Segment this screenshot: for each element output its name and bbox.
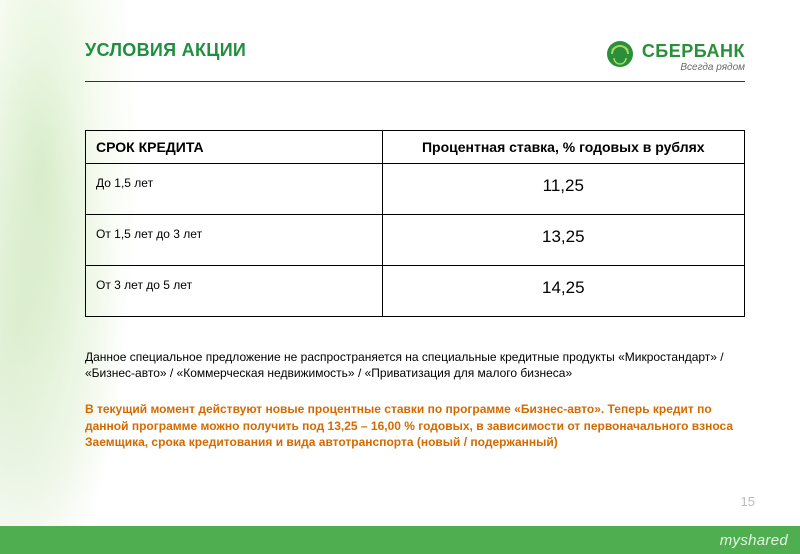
cell-rate: 11,25: [382, 164, 744, 215]
table-header-row: СРОК КРЕДИТА Процентная ставка, % годовы…: [86, 131, 745, 164]
disclaimer-note: Данное специальное предложение не распро…: [85, 349, 745, 381]
bottom-bar: myshared: [0, 526, 800, 554]
rates-table: СРОК КРЕДИТА Процентная ставка, % годовы…: [85, 130, 745, 317]
logo-tagline: Всегда рядом: [680, 62, 745, 73]
table-row: От 1,5 лет до 3 лет 13,25: [86, 215, 745, 266]
page-number: 15: [741, 494, 755, 509]
table-row: От 3 лет до 5 лет 14,25: [86, 266, 745, 317]
header-row: УСЛОВИЯ АКЦИИ СБЕРБАНК Всегда рядом: [85, 40, 745, 73]
cell-rate: 14,25: [382, 266, 744, 317]
highlight-note: В текущий момент действуют новые процент…: [85, 401, 745, 450]
col-header-rate: Процентная ставка, % годовых в рублях: [382, 131, 744, 164]
cell-term: До 1,5 лет: [86, 164, 383, 215]
sberbank-logo-icon: [606, 40, 634, 73]
logo-name: СБЕРБАНК: [642, 41, 745, 62]
table-row: До 1,5 лет 11,25: [86, 164, 745, 215]
logo-block: СБЕРБАНК Всегда рядом: [606, 40, 745, 73]
cell-term: От 1,5 лет до 3 лет: [86, 215, 383, 266]
cell-term: От 3 лет до 5 лет: [86, 266, 383, 317]
watermark: myshared: [720, 532, 788, 549]
divider: [85, 81, 745, 82]
col-header-term: СРОК КРЕДИТА: [86, 131, 383, 164]
page-title: УСЛОВИЯ АКЦИИ: [85, 40, 246, 61]
content-area: УСЛОВИЯ АКЦИИ СБЕРБАНК Всегда рядом СРОК…: [0, 0, 800, 490]
logo-text: СБЕРБАНК Всегда рядом: [642, 41, 745, 73]
cell-rate: 13,25: [382, 215, 744, 266]
